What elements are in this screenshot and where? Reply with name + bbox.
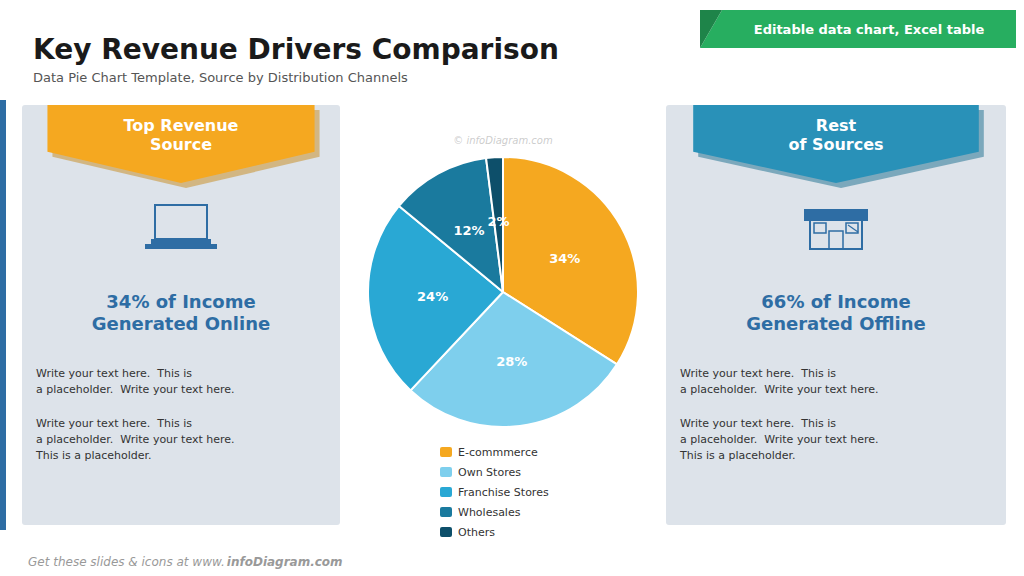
- svg-text:34%: 34%: [549, 251, 580, 266]
- svg-text:12%: 12%: [453, 223, 484, 238]
- svg-text:Generated Online: Generated Online: [92, 313, 270, 334]
- svg-text:This is a placeholder.: This is a placeholder.: [679, 449, 796, 462]
- svg-text:Write your text here. This is: Write your text here. This is: [36, 367, 192, 380]
- svg-text:Wholesales: Wholesales: [458, 506, 521, 519]
- svg-text:a placeholder. Write your tex: a placeholder. Write your text here.: [680, 383, 879, 396]
- svg-text:Franchise Stores: Franchise Stores: [458, 486, 549, 499]
- svg-text:24%: 24%: [417, 289, 448, 304]
- svg-text:2%: 2%: [488, 214, 510, 229]
- svg-text:Write your text here. This is: Write your text here. This is: [680, 367, 836, 380]
- svg-text:a placeholder. Write your tex: a placeholder. Write your text here.: [680, 433, 879, 446]
- svg-text:Write your text here. This is: Write your text here. This is: [36, 417, 192, 430]
- svg-text:© infoDiagram.com: © infoDiagram.com: [453, 135, 553, 146]
- svg-text:Others: Others: [458, 526, 495, 539]
- svg-text:Top Revenue: Top Revenue: [124, 116, 239, 135]
- svg-text:a placeholder. Write your tex: a placeholder. Write your text here.: [36, 433, 235, 446]
- svg-text:infoDiagram.com: infoDiagram.com: [227, 555, 343, 569]
- svg-text:of Sources: of Sources: [788, 135, 883, 154]
- svg-text:66% of Income: 66% of Income: [761, 291, 910, 312]
- svg-text:E-commmerce: E-commmerce: [458, 446, 538, 459]
- svg-text:28%: 28%: [496, 354, 527, 369]
- svg-text:This is a placeholder.: This is a placeholder.: [35, 449, 152, 462]
- svg-text:Get these slides & icons at ww: Get these slides & icons at www.: [28, 555, 225, 569]
- svg-text:Write your text here. This is: Write your text here. This is: [680, 417, 836, 430]
- svg-text:34% of Income: 34% of Income: [106, 291, 255, 312]
- svg-text:Source: Source: [150, 135, 212, 154]
- svg-text:Key Revenue Drivers Comparison: Key Revenue Drivers Comparison: [33, 33, 559, 66]
- svg-text:Generated Offline: Generated Offline: [746, 313, 926, 334]
- svg-text:Rest: Rest: [816, 116, 857, 135]
- svg-text:Data Pie Chart Template, Sourc: Data Pie Chart Template, Source by Distr…: [33, 70, 408, 85]
- svg-text:Editable data chart, Excel tab: Editable data chart, Excel table: [754, 22, 985, 37]
- svg-text:a placeholder. Write your tex: a placeholder. Write your text here.: [36, 383, 235, 396]
- svg-text:Own Stores: Own Stores: [458, 466, 521, 479]
